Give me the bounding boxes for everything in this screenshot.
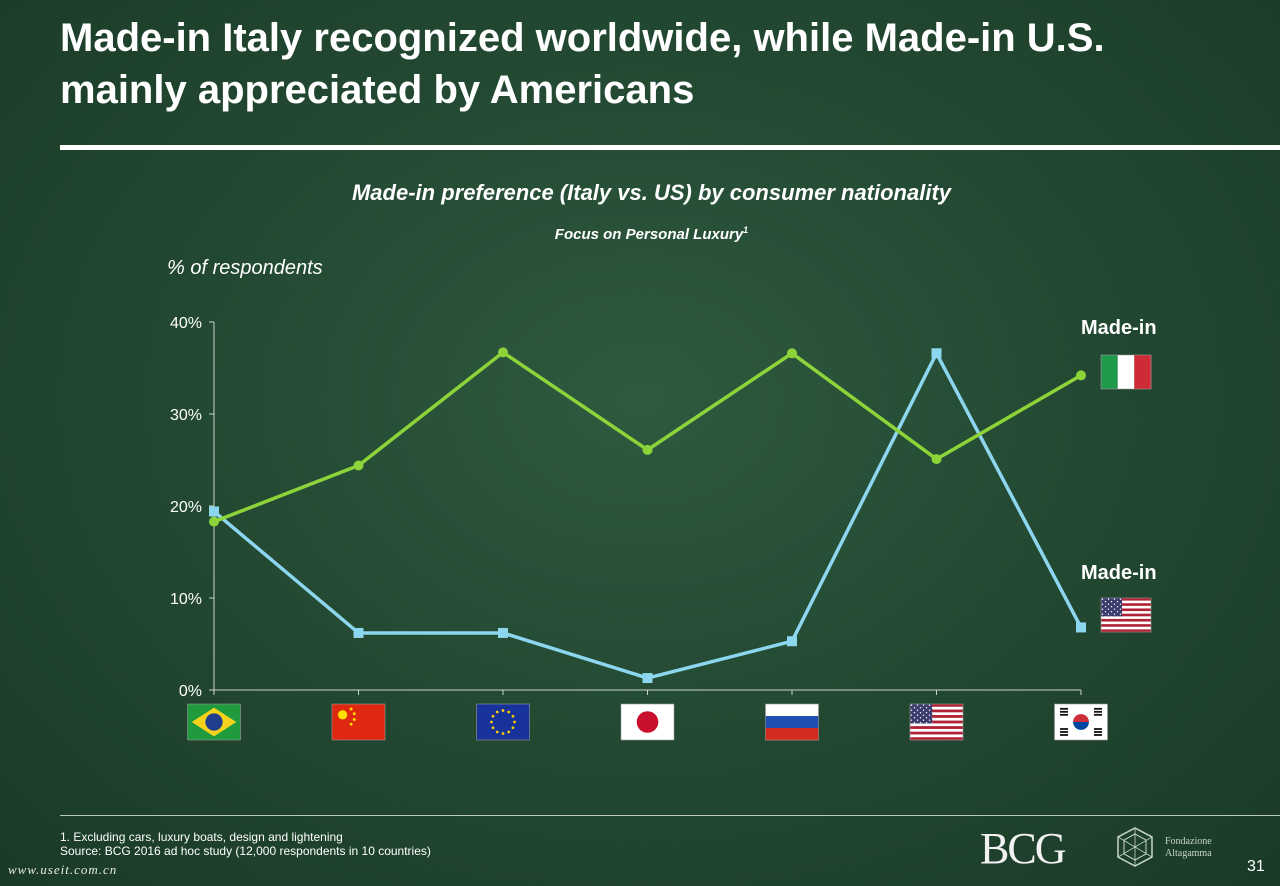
data-point-italy (787, 348, 797, 359)
data-point-italy (1076, 370, 1086, 381)
usa-flag (1100, 597, 1152, 633)
page-number: 31 (1247, 858, 1265, 875)
footer-divider (60, 815, 1280, 816)
chart-title: Made-in preference (Italy vs. US) by con… (351, 180, 952, 205)
y-tick-label: 30% (170, 407, 202, 424)
russia-flag (765, 703, 819, 741)
data-point-us (787, 636, 797, 647)
title-divider (60, 145, 1280, 150)
footnote-line-1: 1. Excluding cars, luxury boats, design … (60, 830, 343, 844)
footnote-marker: 1 (743, 225, 749, 235)
footnote: 1. Excluding cars, luxury boats, design … (60, 830, 431, 858)
series-label-us: Made-in (1081, 562, 1157, 584)
data-point-italy (209, 516, 219, 527)
brazil-flag (187, 703, 241, 741)
data-point-italy (498, 347, 508, 358)
watermark: www.useit.com.cn (8, 862, 118, 877)
bcg-logo: BCG (980, 824, 1066, 873)
y-tick-label: 20% (170, 499, 202, 516)
data-point-us (1076, 622, 1086, 633)
korea-flag (1054, 703, 1108, 741)
y-tick-label: 0% (179, 683, 202, 700)
china-flag (331, 703, 386, 741)
page-title: Made-in Italy recognized worldwide, whil… (60, 16, 1105, 112)
data-point-us (353, 627, 364, 638)
fondazione-altagamma-text: Fondazione Altagamma (1165, 836, 1212, 860)
series-label-italy: Made-in (1081, 317, 1157, 339)
fondazione-altagamma-logo-icon (1117, 827, 1153, 867)
data-point-us (498, 627, 508, 638)
fondazione-text-line-1: Fondazione (1165, 836, 1212, 847)
series-line-made-in-us (212, 351, 1083, 680)
y-tick-label: 10% (170, 591, 202, 608)
japan-flag (620, 703, 675, 741)
italy-flag (1100, 354, 1152, 390)
y-tick-label: 40% (170, 315, 202, 332)
data-point-us (209, 506, 219, 517)
y-axis-label: % of respondents (167, 257, 323, 279)
data-point-us (931, 348, 942, 359)
data-point-italy (931, 454, 942, 465)
chart-subtitle: Focus on Personal Luxury1 (0, 225, 1280, 243)
chart-subtitle-text: Focus on Personal Luxury (554, 226, 744, 243)
data-point-italy (642, 444, 653, 455)
data-point-us (642, 673, 653, 684)
source-line: Source: BCG 2016 ad hoc study (12,000 re… (60, 844, 431, 858)
data-point-italy (353, 460, 364, 471)
fondazione-text-line-2: Altagamma (1165, 848, 1212, 859)
usa-flag (909, 703, 964, 741)
eu-flag (476, 703, 530, 741)
